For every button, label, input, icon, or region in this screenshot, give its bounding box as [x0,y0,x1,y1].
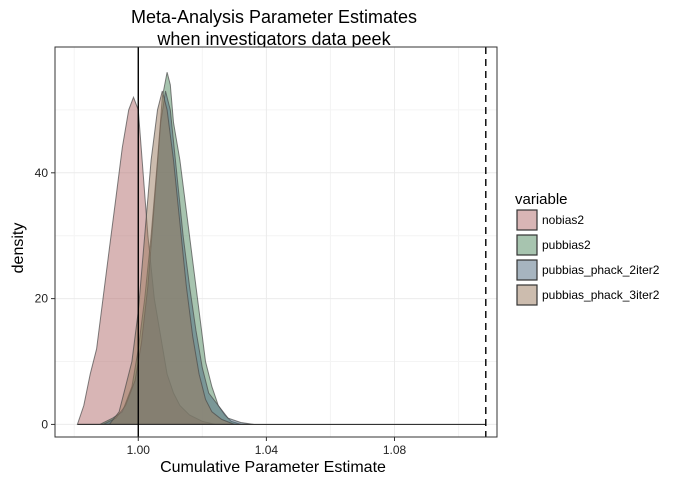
panel-border [54,46,498,438]
y-tick-label: 20 [35,292,49,306]
y-tick-label: 40 [35,166,49,180]
y-tick-label: 0 [41,417,48,431]
legend-swatch-pubbias2 [516,234,538,256]
chart-title-line2: when investigators data peek [157,29,391,49]
legend-label-nobias2: nobias2 [542,213,584,227]
axes: 1.00 1.04 1.08 0 20 40 [35,46,498,457]
reference-lines [137,47,487,437]
legend-title: variable [515,191,568,208]
density-area-pubbias_phack_3iter2 [108,90,235,425]
x-tick-label: 1.00 [127,443,151,457]
density-areas [76,72,486,426]
x-axis-title: Cumulative Parameter Estimate [160,459,386,476]
chart-title: Meta-Analysis Parameter Estimates when i… [48,6,500,50]
legend-label-pubbias_phack_3iter2: pubbias_phack_3iter2 [542,288,660,302]
legend-label-pubbias_phack_2iter2: pubbias_phack_2iter2 [542,263,660,277]
y-axis-title: density [10,223,27,274]
legend: variable nobias2 pubbias2 pubbias_phack_2i… [515,191,660,306]
chart-title-line1: Meta-Analysis Parameter Estimates [130,7,418,27]
x-tick-label: 1.08 [383,443,407,457]
legend-swatch-pubbias_phack_2iter2 [516,259,538,281]
legend-swatch-pubbias_phack_3iter2 [516,284,538,306]
x-tick-label: 1.04 [255,443,279,457]
legend-swatch-nobias2 [516,209,538,231]
legend-label-pubbias2: pubbias2 [542,238,591,252]
